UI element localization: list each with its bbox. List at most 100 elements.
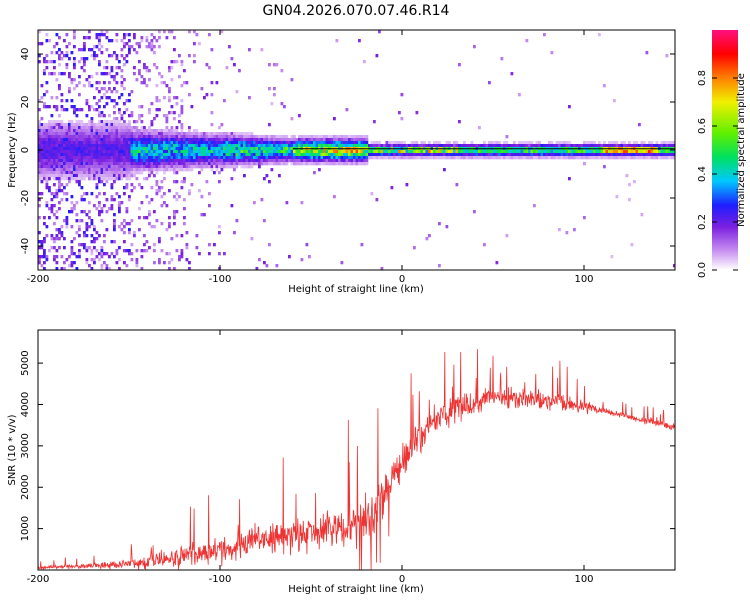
spectrogram-cell (103, 192, 106, 196)
spectrogram-cell (95, 36, 99, 40)
spectrogram-cell (148, 201, 151, 205)
spectrogram-cell (618, 153, 621, 157)
spectrogram-cell (350, 153, 354, 157)
spectrogram-cell (555, 150, 559, 154)
spectrogram-cell (105, 228, 109, 232)
spectrogram-cell (243, 153, 246, 157)
spectrogram-cell (243, 144, 246, 148)
spectrogram-cell (45, 66, 49, 70)
spectrogram-cell (85, 144, 89, 148)
spectrogram-cell (358, 135, 361, 139)
spectrogram-cell (160, 186, 164, 190)
spectrogram-cell (353, 156, 356, 160)
spectrogram-cell (115, 177, 119, 181)
spectrogram-cell (285, 156, 289, 160)
spectrogram-cell (163, 171, 166, 175)
spectrogram-cell (95, 144, 99, 148)
spectrogram-cell (153, 165, 156, 169)
spectrogram-cell (165, 138, 169, 142)
spectrogram-cell (98, 60, 101, 64)
spectrogram-cell (55, 210, 59, 214)
spectrogram-cell (410, 153, 414, 157)
spectrogram-cell (75, 144, 79, 148)
spectrogram-cell (263, 159, 266, 163)
spectrogram-cell (308, 159, 311, 163)
spectrogram-cell (350, 156, 354, 160)
spectrogram-cell (93, 237, 96, 241)
spectrogram-cell (180, 108, 184, 112)
spectrogram-cell (478, 153, 481, 157)
spectrogram-cell (135, 42, 139, 46)
spectrogram-cell (88, 210, 91, 214)
spectrogram-cell (185, 231, 189, 235)
spectrogram-cell (98, 141, 101, 145)
spectrogram-cell (55, 261, 59, 265)
spectrogram-cell (303, 135, 306, 139)
spectrogram-cell (73, 126, 76, 130)
spectrogram-cell (293, 159, 296, 163)
spectrogram-cell (108, 123, 111, 127)
spectrogram-cell (288, 153, 291, 157)
spectrogram-cell (190, 183, 194, 187)
spectrogram-cell (230, 165, 234, 169)
spectrogram-cell (45, 129, 49, 133)
spectrogram-cell (458, 153, 461, 157)
spectrogram-cell (78, 93, 81, 97)
spectrogram-cell (128, 99, 131, 103)
spectrogram-cell (578, 150, 581, 154)
spectrogram-cell (163, 147, 166, 151)
spectrogram-cell (50, 60, 54, 64)
spectrogram-cell (565, 156, 569, 160)
spectrogram-cell (50, 237, 54, 241)
spectrogram-cell (263, 162, 266, 166)
spectrogram-cell (213, 141, 216, 145)
spectrogram-cell (48, 105, 51, 109)
spectrogram-cell (215, 156, 219, 160)
spectrogram-cell (178, 153, 181, 157)
spectrogram-cell (185, 150, 189, 154)
spectrogram-cell (63, 135, 66, 139)
spectrogram-cell (50, 123, 54, 127)
spectrogram-cell (75, 129, 79, 133)
spectrogram-cell (53, 213, 56, 217)
spectrogram-cell (445, 156, 449, 160)
spectrogram-cell (65, 258, 69, 262)
spectrogram-cell (58, 159, 61, 163)
spectrogram-cell (208, 153, 211, 157)
spectrogram-cell (123, 45, 126, 49)
spectrogram-cell (58, 177, 61, 181)
spectrogram-cell (560, 156, 564, 160)
spectrogram-cell (198, 132, 201, 136)
spectrogram-cell (438, 144, 441, 148)
spectrogram-cell (120, 126, 124, 130)
spectrogram-cell (85, 156, 89, 160)
spectrogram-cell (253, 141, 256, 145)
spectrogram-cell (345, 141, 349, 145)
spectrogram-cell (103, 174, 106, 178)
spectrogram-cell (218, 231, 221, 235)
spectrogram-cell (133, 138, 136, 142)
spectrogram-cell (323, 138, 326, 142)
spectrogram-cell (83, 171, 86, 175)
spectrogram-cell (68, 87, 71, 91)
spectrogram-cell (125, 99, 129, 103)
spectrogram-cell (223, 165, 226, 169)
spectrogram-cell (175, 162, 179, 166)
spectrogram-cell (73, 138, 76, 142)
spectrogram-x-axis-label: Height of straight line (km) (288, 284, 424, 295)
spectrogram-cell (275, 162, 279, 166)
spectrogram-cell (183, 141, 186, 145)
spectrogram-cell (270, 153, 274, 157)
spectrogram-cell (108, 54, 111, 58)
spectrogram-cell (220, 159, 224, 163)
spectrogram-cell (180, 138, 184, 142)
spectrogram-cell (230, 135, 234, 139)
spectrogram-cell (220, 147, 224, 151)
spectrogram-cell (100, 132, 104, 136)
spectrogram-cell (100, 249, 104, 253)
spectrogram-cell (478, 156, 481, 160)
spectrogram-cell (310, 153, 314, 157)
spectrogram-cell (88, 165, 91, 169)
spectrogram-cell (155, 153, 159, 157)
spectrogram-cell (160, 159, 164, 163)
